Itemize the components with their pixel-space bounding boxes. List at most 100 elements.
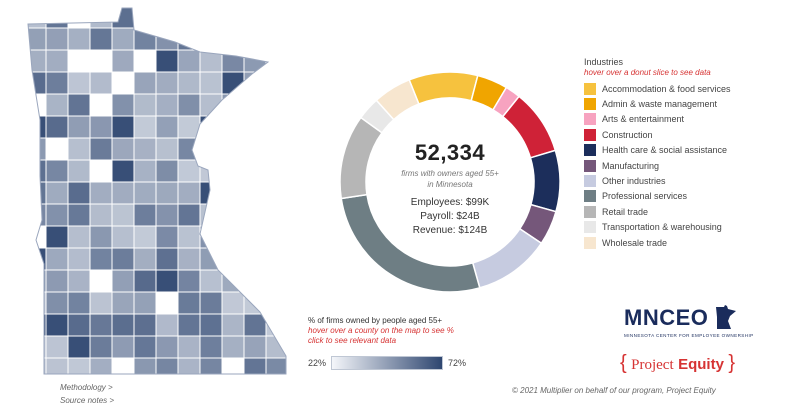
- county-shape[interactable]: [243, 27, 269, 55]
- county-shape[interactable]: [111, 6, 136, 29]
- county-shape[interactable]: [199, 137, 224, 163]
- county-shape[interactable]: [133, 313, 157, 337]
- county-shape[interactable]: [221, 6, 253, 31]
- county-shape[interactable]: [243, 71, 267, 99]
- legend-item[interactable]: Arts & entertainment: [584, 112, 784, 127]
- donut-slice[interactable]: [375, 78, 420, 121]
- county-shape[interactable]: [221, 115, 248, 142]
- legend-item[interactable]: Transportation & warehousing: [584, 220, 784, 235]
- county-shape[interactable]: [177, 357, 203, 383]
- county-shape[interactable]: [265, 181, 289, 205]
- project-equity-logo[interactable]: { Project Equity }: [620, 352, 735, 375]
- county-shape[interactable]: [67, 203, 91, 230]
- county-shape[interactable]: [89, 115, 116, 140]
- legend-item[interactable]: Admin & waste management: [584, 96, 784, 111]
- county-shape[interactable]: [265, 203, 289, 227]
- county-shape[interactable]: [243, 49, 275, 75]
- donut-slice[interactable]: [339, 116, 383, 200]
- county-shape[interactable]: [265, 269, 289, 295]
- county-map[interactable]: [0, 0, 300, 390]
- county-shape[interactable]: [67, 93, 93, 120]
- county-shape[interactable]: [221, 71, 247, 97]
- county-shape[interactable]: [221, 93, 252, 120]
- legend-item[interactable]: Accommodation & food services: [584, 81, 784, 96]
- county-shape[interactable]: [243, 247, 268, 271]
- donut-slice[interactable]: [408, 71, 479, 105]
- donut-slice[interactable]: [529, 149, 561, 213]
- county-shape[interactable]: [155, 6, 185, 30]
- county-shape[interactable]: [243, 115, 269, 144]
- legend-item[interactable]: Professional services: [584, 189, 784, 204]
- county-shape[interactable]: [265, 6, 288, 29]
- county-shape[interactable]: [243, 93, 267, 117]
- county-shape[interactable]: [133, 6, 161, 34]
- county-shape[interactable]: [199, 159, 229, 183]
- county-shape[interactable]: [67, 247, 93, 271]
- county-shape[interactable]: [243, 269, 276, 293]
- county-shape[interactable]: [45, 93, 71, 119]
- county-shape[interactable]: [67, 225, 93, 252]
- county-shape[interactable]: [45, 247, 72, 274]
- methodology-link[interactable]: Methodology >: [60, 383, 113, 392]
- county-shape[interactable]: [221, 225, 254, 250]
- county-shape[interactable]: [45, 49, 72, 74]
- county-shape[interactable]: [111, 357, 136, 381]
- county-shape[interactable]: [265, 159, 292, 183]
- county-shape[interactable]: [265, 137, 295, 163]
- county-shape[interactable]: [111, 203, 137, 229]
- county-shape[interactable]: [243, 181, 270, 205]
- county-shape[interactable]: [111, 71, 137, 98]
- county-shape[interactable]: [67, 49, 92, 73]
- county-shape[interactable]: [111, 181, 138, 206]
- county-shape[interactable]: [111, 159, 138, 183]
- county-shape[interactable]: [155, 313, 180, 337]
- legend-item[interactable]: Wholesale trade: [584, 235, 784, 250]
- county-shape[interactable]: [89, 269, 115, 296]
- source-notes-link[interactable]: Source notes >: [60, 396, 115, 405]
- county-shape[interactable]: [133, 93, 160, 118]
- county-shape[interactable]: [265, 225, 295, 250]
- county-shape[interactable]: [243, 225, 275, 253]
- county-shape[interactable]: [133, 291, 159, 316]
- county-shape[interactable]: [265, 49, 297, 76]
- county-shape[interactable]: [243, 6, 274, 32]
- county-shape[interactable]: [243, 203, 273, 232]
- county-shape[interactable]: [243, 159, 273, 183]
- county-shape[interactable]: [24, 137, 47, 162]
- county-shape[interactable]: [221, 181, 252, 210]
- county-shape[interactable]: [265, 247, 290, 276]
- county-shape[interactable]: [265, 115, 295, 139]
- county-shape[interactable]: [155, 115, 179, 140]
- legend-item[interactable]: Manufacturing: [584, 158, 784, 173]
- county-shape[interactable]: [221, 203, 254, 228]
- county-shape[interactable]: [89, 49, 114, 75]
- county-shape[interactable]: [24, 313, 47, 338]
- county-shape[interactable]: [265, 93, 297, 119]
- county-shape[interactable]: [265, 27, 288, 54]
- county-shape[interactable]: [45, 225, 70, 249]
- county-shape[interactable]: [221, 247, 254, 271]
- county-shape[interactable]: [155, 225, 182, 251]
- county-shape[interactable]: [177, 6, 203, 32]
- county-shape[interactable]: [199, 27, 224, 55]
- county-shape[interactable]: [265, 71, 289, 97]
- county-shape[interactable]: [221, 137, 247, 161]
- legend-item[interactable]: Other industries: [584, 173, 784, 188]
- county-shape[interactable]: [221, 27, 246, 55]
- county-shape[interactable]: [155, 335, 180, 360]
- county-shape[interactable]: [221, 269, 248, 294]
- county-shape[interactable]: [133, 225, 159, 252]
- legend-item[interactable]: Retail trade: [584, 204, 784, 219]
- mnceo-logo[interactable]: MNCEO MINNESOTA CENTER FOR EMPLOYEE OWNE…: [624, 305, 774, 338]
- legend-item[interactable]: Construction: [584, 127, 784, 142]
- industry-donut-chart[interactable]: [330, 62, 570, 302]
- county-shape[interactable]: [45, 115, 72, 141]
- county-shape[interactable]: [24, 203, 50, 227]
- county-shape[interactable]: [177, 27, 210, 53]
- county-shape[interactable]: [45, 181, 69, 205]
- county-shape[interactable]: [199, 6, 226, 31]
- county-shape[interactable]: [243, 357, 268, 380]
- county-shape[interactable]: [155, 49, 179, 73]
- county-shape[interactable]: [265, 313, 288, 339]
- county-shape[interactable]: [199, 115, 231, 143]
